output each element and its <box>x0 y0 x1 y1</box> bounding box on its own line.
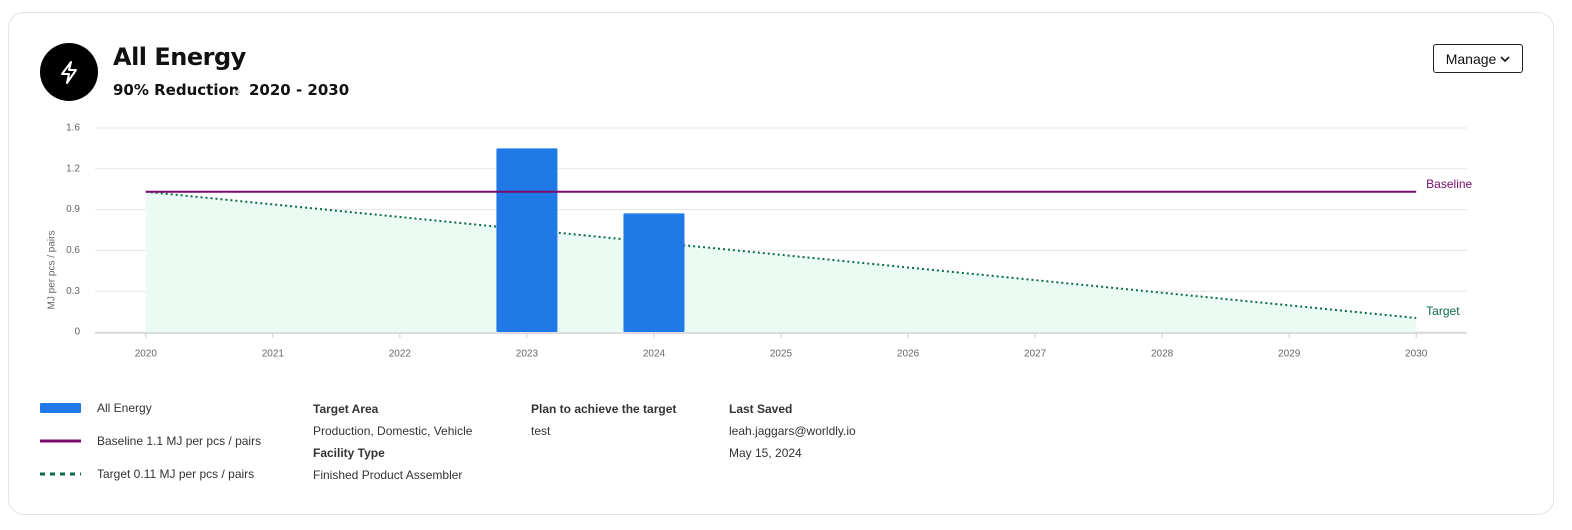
x-tick-label: 2026 <box>897 349 920 360</box>
y-tick-label: 0 <box>74 327 80 338</box>
x-tick-label: 2030 <box>1405 349 1428 360</box>
y-tick-label: 0.9 <box>66 204 80 215</box>
detail-value: leah.jaggars@worldly.io <box>729 424 856 438</box>
x-tick-label: 2025 <box>770 349 793 360</box>
x-tick-label: 2021 <box>262 349 285 360</box>
baseline-annotation: Baseline <box>1426 177 1472 191</box>
detail-label: Target Area <box>313 402 379 416</box>
legend-label: Target 0.11 MJ per pcs / pairs <box>97 467 255 481</box>
y-tick-label: 1.6 <box>66 123 80 134</box>
bar <box>496 148 558 332</box>
button-label: Manage <box>1445 50 1497 67</box>
card <box>8 12 1554 515</box>
y-tick-label: 0.6 <box>66 245 80 256</box>
chevron <box>1500 55 1510 62</box>
x-tick-label: 2023 <box>516 349 539 360</box>
x-tick-label: 2022 <box>389 349 412 360</box>
detail-value: May 15, 2024 <box>729 446 802 460</box>
detail-label: Plan to achieve the target <box>531 402 677 416</box>
reduction: 90% Reduction <box>113 81 240 99</box>
x-tick-label: 2029 <box>1278 349 1301 360</box>
x-tick-label: 2028 <box>1151 349 1174 360</box>
bar <box>623 213 685 332</box>
y-tick-label: 1.2 <box>66 163 80 174</box>
legend-swatch <box>40 403 81 413</box>
x-tick-label: 2027 <box>1024 349 1047 360</box>
detail-label: Facility Type <box>313 446 385 460</box>
dot <box>236 90 240 94</box>
icon <box>40 43 98 101</box>
legend-label: Baseline 1.1 MJ per pcs / pairs <box>97 434 262 448</box>
period: 2020 - 2030 <box>249 81 350 99</box>
x-tick-label: 2020 <box>135 349 158 360</box>
target-area <box>145 191 1417 332</box>
detail-value: Production, Domestic, Vehicle <box>313 424 473 438</box>
y-tick-label: 0.3 <box>66 286 80 297</box>
detail-value: Finished Product Assembler <box>313 468 463 482</box>
manage-button[interactable]: Manage <box>1433 44 1523 73</box>
swatch-bar <box>40 403 81 413</box>
legend-swatch <box>40 439 81 443</box>
title: All Energy <box>113 43 246 71</box>
legend-swatch <box>40 472 81 476</box>
detail-value: test <box>531 424 551 438</box>
chart: 0 0.3 0.6 0.9 1.2 1.6 MJ per pcs / pairs 2020 20… <box>47 123 1473 360</box>
y-axis-label: MJ per pcs / pairs <box>47 231 58 310</box>
target-annotation: Target <box>1426 304 1460 318</box>
detail-label: Last Saved <box>729 402 793 416</box>
legend-label: All Energy <box>97 401 152 415</box>
x-tick-label: 2024 <box>643 349 666 360</box>
